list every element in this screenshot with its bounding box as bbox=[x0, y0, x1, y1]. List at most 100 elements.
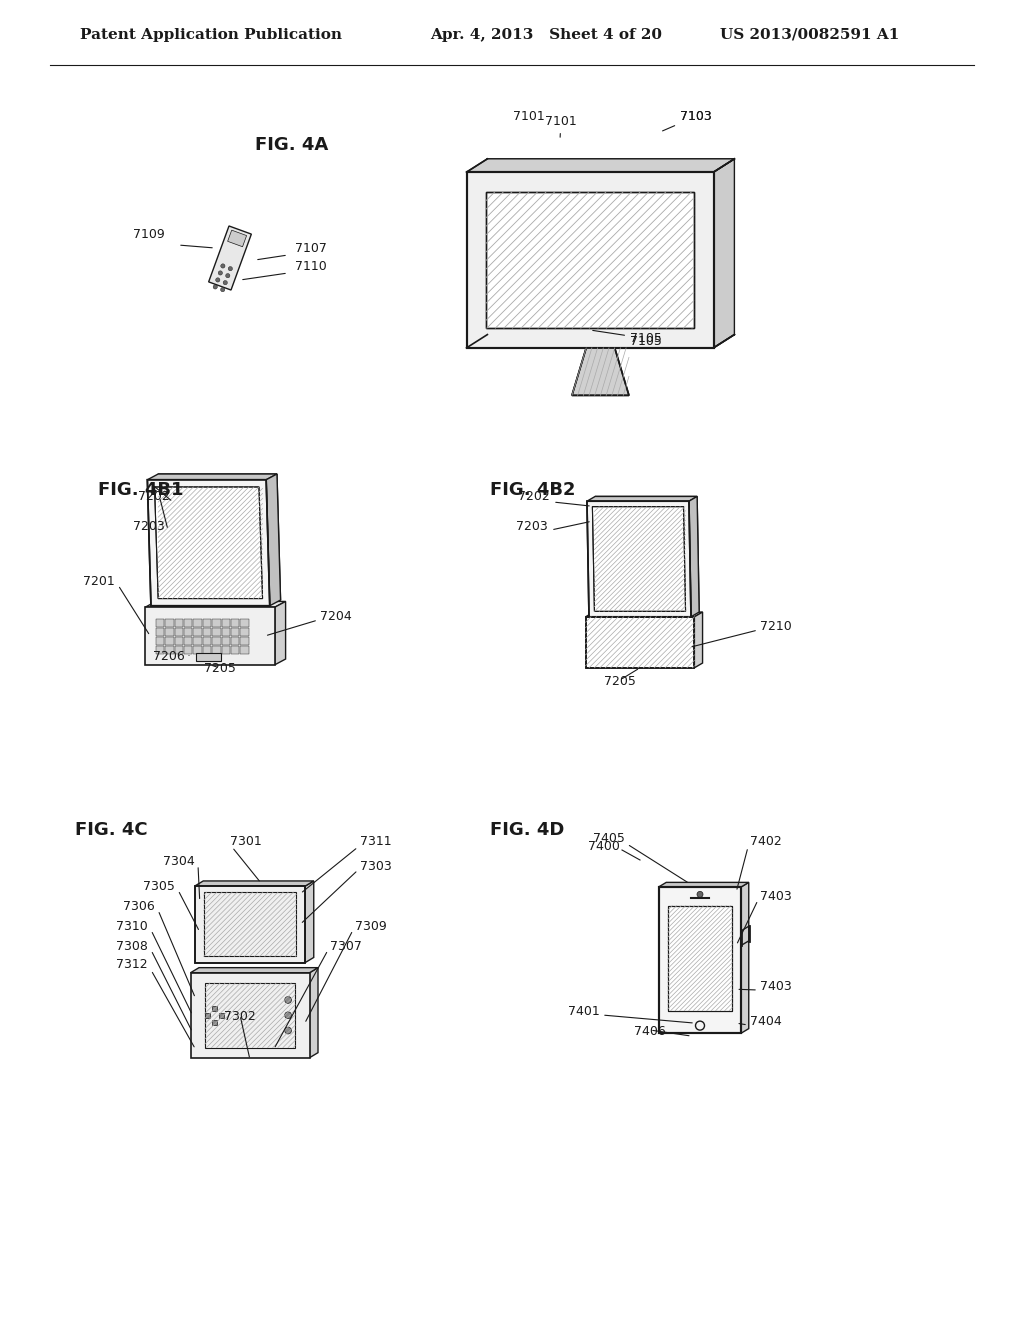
Polygon shape bbox=[212, 638, 220, 645]
Text: 7206: 7206 bbox=[154, 649, 185, 663]
Polygon shape bbox=[467, 158, 734, 172]
Polygon shape bbox=[305, 880, 313, 962]
Polygon shape bbox=[194, 628, 202, 636]
Polygon shape bbox=[212, 1006, 217, 1011]
Text: FIG. 4C: FIG. 4C bbox=[75, 821, 147, 840]
Text: 7204: 7204 bbox=[319, 610, 352, 623]
Polygon shape bbox=[175, 628, 183, 636]
Text: 7403: 7403 bbox=[760, 890, 792, 903]
Text: 7105: 7105 bbox=[630, 335, 662, 348]
Text: US 2013/0082591 A1: US 2013/0082591 A1 bbox=[720, 28, 899, 42]
Polygon shape bbox=[241, 645, 249, 653]
Circle shape bbox=[285, 1027, 292, 1034]
Text: 7404: 7404 bbox=[750, 1015, 781, 1028]
Polygon shape bbox=[205, 1012, 210, 1018]
Text: 7103: 7103 bbox=[680, 110, 712, 123]
Text: 7110: 7110 bbox=[295, 260, 327, 273]
Text: 7210: 7210 bbox=[760, 620, 792, 634]
Polygon shape bbox=[203, 645, 211, 653]
Polygon shape bbox=[658, 882, 749, 887]
Polygon shape bbox=[175, 645, 183, 653]
Polygon shape bbox=[230, 619, 240, 627]
Polygon shape bbox=[190, 968, 318, 973]
Polygon shape bbox=[274, 602, 286, 665]
Text: FIG. 4B2: FIG. 4B2 bbox=[490, 480, 575, 499]
Polygon shape bbox=[212, 628, 220, 636]
Text: 7403: 7403 bbox=[760, 979, 792, 993]
Polygon shape bbox=[175, 638, 183, 645]
Polygon shape bbox=[184, 638, 193, 645]
Polygon shape bbox=[230, 645, 240, 653]
Polygon shape bbox=[572, 348, 629, 396]
Text: 7303: 7303 bbox=[360, 861, 392, 873]
Polygon shape bbox=[156, 638, 165, 645]
Circle shape bbox=[221, 264, 225, 268]
Text: 7405: 7405 bbox=[593, 832, 625, 845]
Polygon shape bbox=[165, 619, 174, 627]
Polygon shape bbox=[694, 612, 702, 668]
Text: 7101: 7101 bbox=[513, 110, 545, 123]
Circle shape bbox=[213, 285, 217, 289]
Polygon shape bbox=[196, 652, 221, 661]
Polygon shape bbox=[194, 638, 202, 645]
Polygon shape bbox=[714, 158, 734, 348]
Polygon shape bbox=[741, 882, 749, 1034]
Polygon shape bbox=[165, 628, 174, 636]
Text: 7402: 7402 bbox=[750, 836, 781, 847]
Text: 7107: 7107 bbox=[295, 242, 327, 255]
Polygon shape bbox=[212, 645, 220, 653]
Polygon shape bbox=[147, 479, 269, 606]
Circle shape bbox=[285, 1012, 292, 1019]
Polygon shape bbox=[230, 638, 240, 645]
Polygon shape bbox=[195, 880, 313, 886]
Circle shape bbox=[218, 271, 222, 275]
Text: 7312: 7312 bbox=[117, 958, 148, 972]
Polygon shape bbox=[241, 619, 249, 627]
Text: 7406: 7406 bbox=[634, 1026, 666, 1038]
Polygon shape bbox=[668, 906, 732, 1011]
Text: 7302: 7302 bbox=[224, 1010, 256, 1023]
Polygon shape bbox=[158, 474, 281, 601]
Text: 7310: 7310 bbox=[117, 920, 148, 933]
Polygon shape bbox=[266, 474, 281, 606]
Polygon shape bbox=[309, 968, 318, 1057]
Text: 7309: 7309 bbox=[355, 920, 387, 933]
Text: 7201: 7201 bbox=[83, 576, 115, 587]
Polygon shape bbox=[145, 607, 274, 665]
Circle shape bbox=[285, 997, 292, 1003]
Text: 7311: 7311 bbox=[360, 836, 391, 847]
Text: 7400: 7400 bbox=[588, 840, 620, 853]
Polygon shape bbox=[184, 619, 193, 627]
Text: 7203: 7203 bbox=[516, 520, 548, 533]
Polygon shape bbox=[175, 619, 183, 627]
Polygon shape bbox=[147, 474, 276, 479]
Polygon shape bbox=[190, 973, 309, 1057]
Text: 7202: 7202 bbox=[138, 490, 170, 503]
Text: 7307: 7307 bbox=[330, 940, 361, 953]
Polygon shape bbox=[689, 496, 699, 616]
Text: 7304: 7304 bbox=[163, 855, 195, 869]
Text: 7101: 7101 bbox=[545, 115, 577, 137]
Polygon shape bbox=[586, 612, 702, 616]
Circle shape bbox=[225, 273, 230, 277]
Text: 7306: 7306 bbox=[123, 900, 155, 913]
Polygon shape bbox=[486, 191, 693, 329]
Polygon shape bbox=[221, 638, 229, 645]
Polygon shape bbox=[203, 638, 211, 645]
Polygon shape bbox=[241, 628, 249, 636]
Circle shape bbox=[220, 288, 225, 292]
Polygon shape bbox=[156, 628, 165, 636]
Text: Apr. 4, 2013   Sheet 4 of 20: Apr. 4, 2013 Sheet 4 of 20 bbox=[430, 28, 662, 42]
Polygon shape bbox=[230, 628, 240, 636]
Polygon shape bbox=[587, 496, 697, 502]
Text: FIG. 4A: FIG. 4A bbox=[255, 136, 329, 154]
Text: FIG. 4B1: FIG. 4B1 bbox=[98, 480, 183, 499]
Polygon shape bbox=[227, 230, 247, 247]
Text: 7401: 7401 bbox=[568, 1005, 600, 1018]
Polygon shape bbox=[212, 619, 220, 627]
Text: 7203: 7203 bbox=[133, 520, 165, 533]
Polygon shape bbox=[165, 638, 174, 645]
Text: 7305: 7305 bbox=[143, 880, 175, 894]
Polygon shape bbox=[195, 886, 305, 962]
Polygon shape bbox=[221, 628, 229, 636]
